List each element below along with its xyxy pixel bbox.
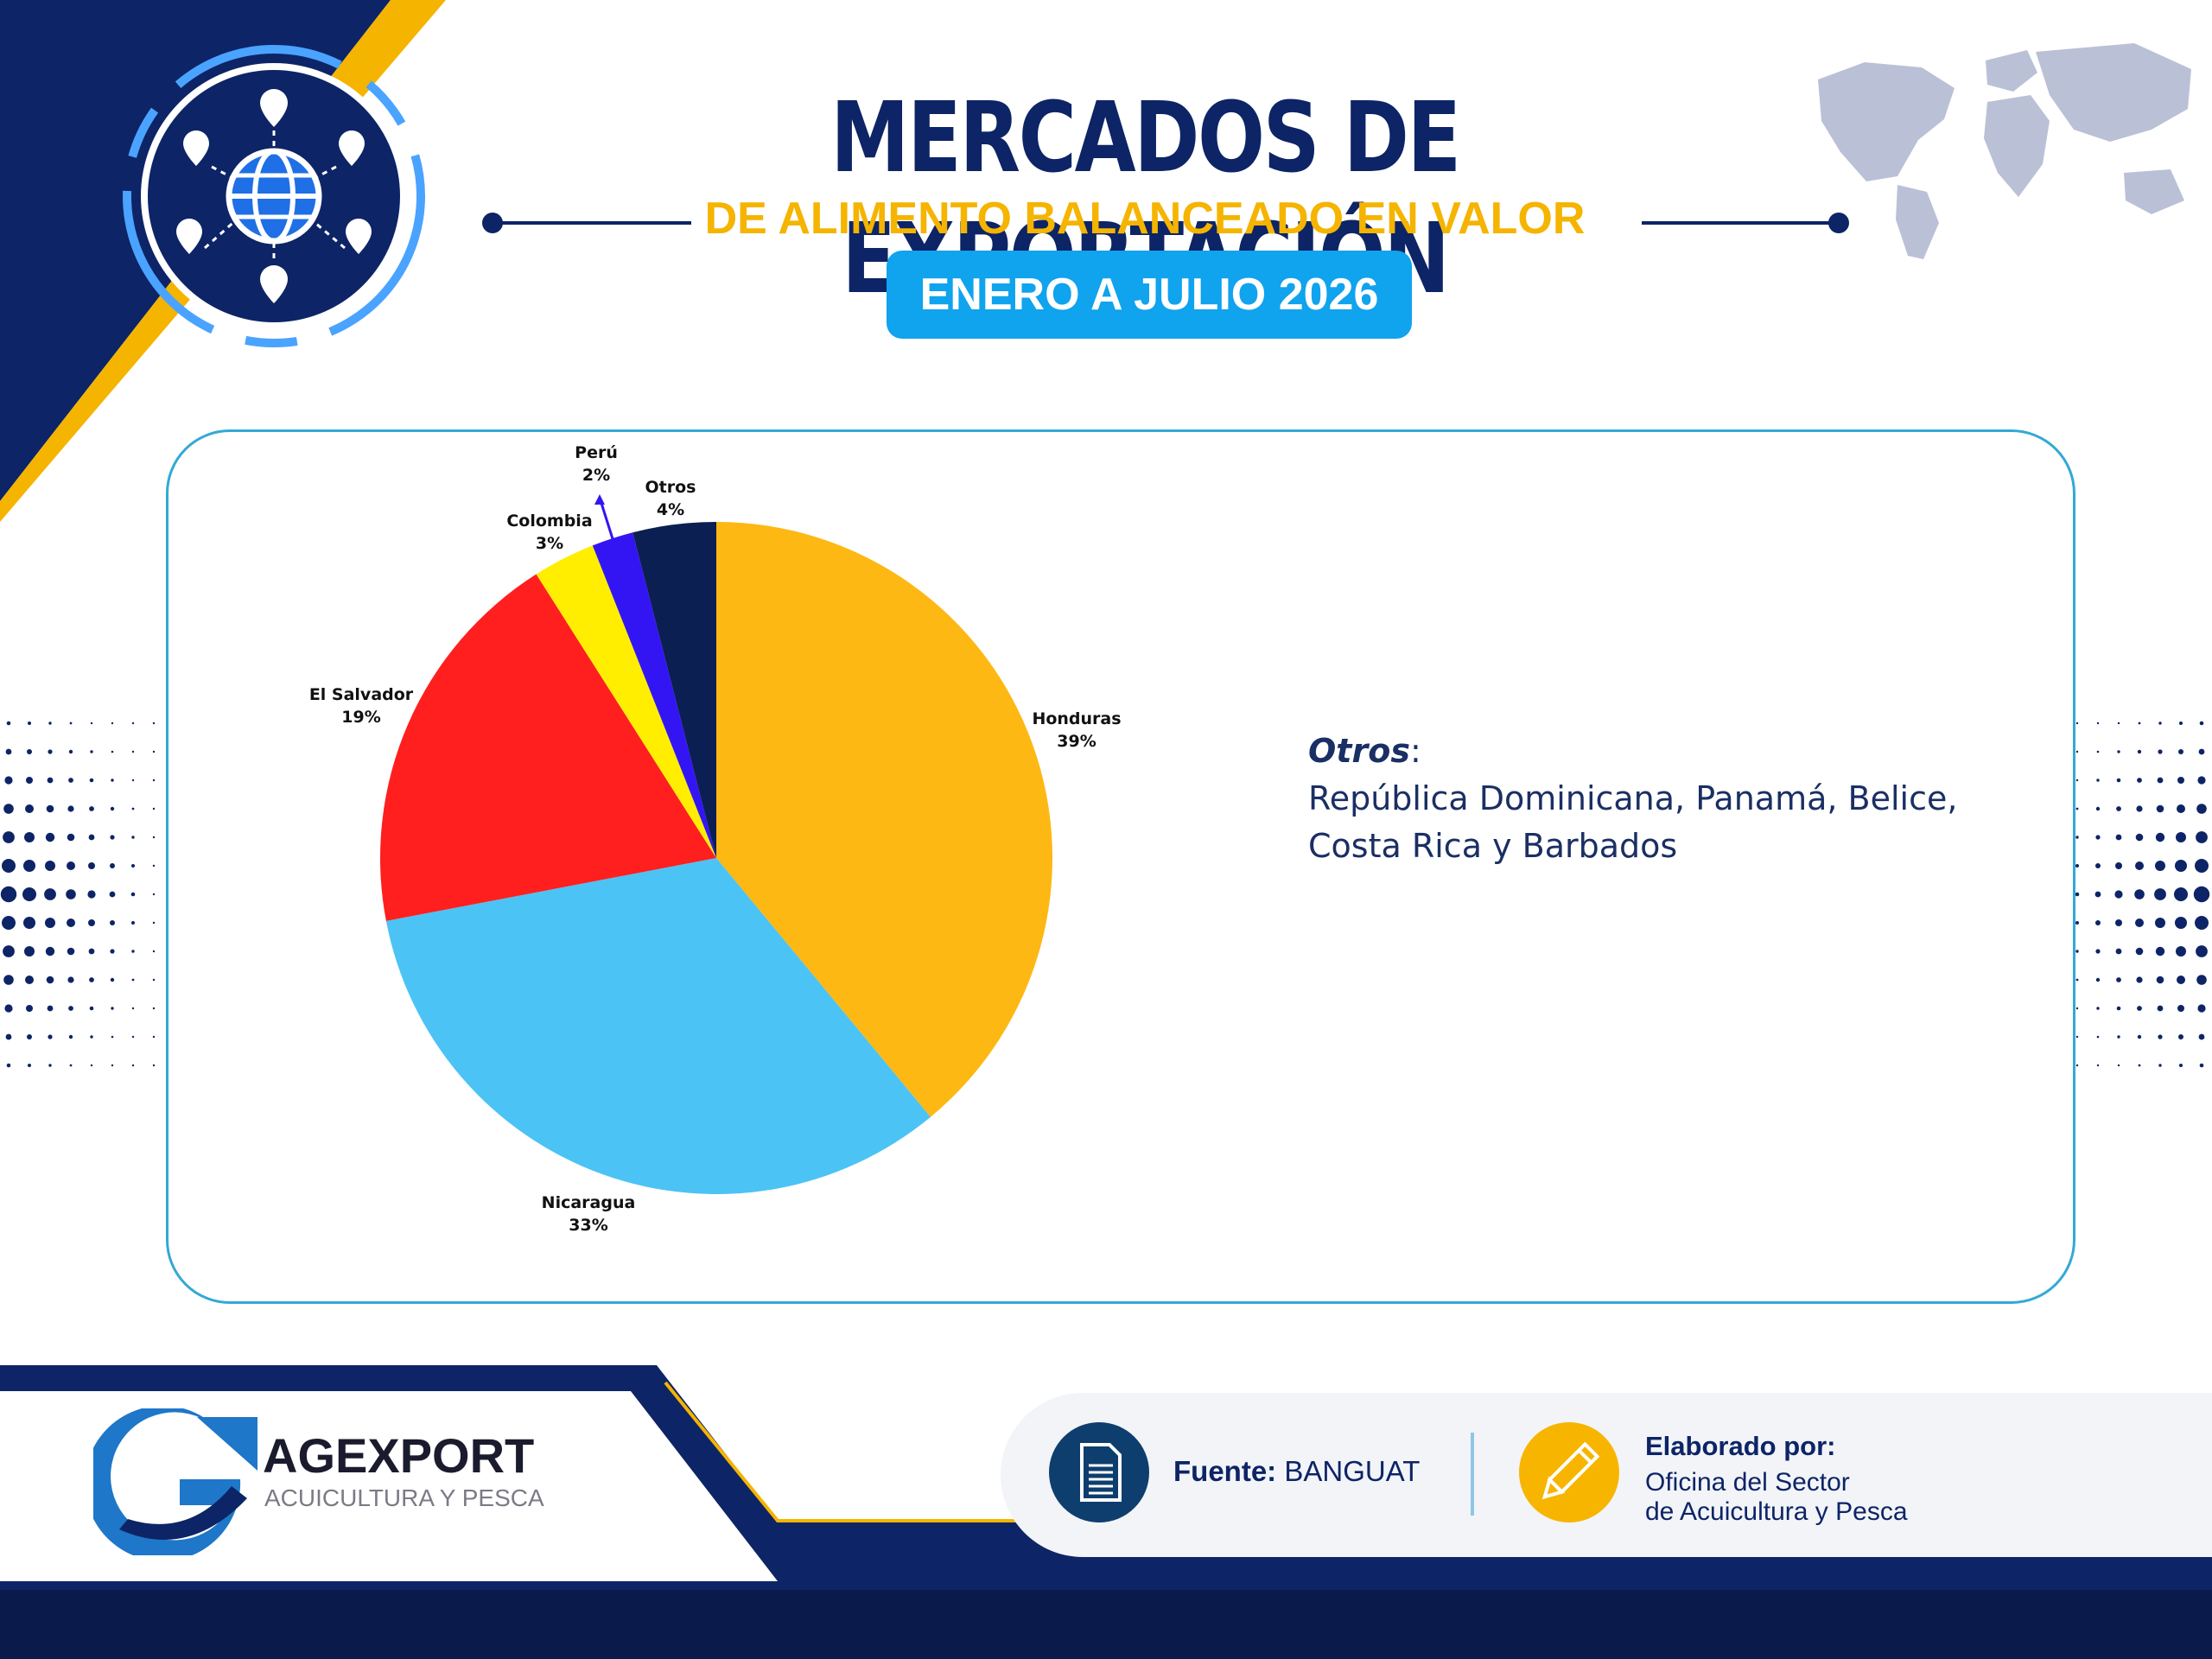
otros-note-title: Otros bbox=[1308, 732, 1410, 770]
halftone-dots-left bbox=[0, 721, 156, 1068]
slice-percent-label: 3% bbox=[536, 534, 563, 553]
source-label: Fuente: bbox=[1173, 1455, 1277, 1487]
slice-percent-label: 39% bbox=[1057, 732, 1096, 751]
author-line-2: de Acuicultura y Pesca bbox=[1645, 1497, 1908, 1526]
slice-label: Colombia bbox=[506, 512, 592, 531]
pie-slice-otros bbox=[632, 522, 716, 858]
document-icon bbox=[1049, 1422, 1149, 1522]
slice-label: Otros bbox=[645, 478, 696, 497]
world-map-icon bbox=[1818, 43, 2191, 259]
page-subtitle: DE ALIMENTO BALANCEADO EN VALOR bbox=[704, 194, 1586, 244]
slice-label: El Salvador bbox=[309, 685, 414, 704]
slice-label: Nicaragua bbox=[542, 1193, 636, 1212]
period-badge: ENERO A JULIO 2026 bbox=[887, 251, 1412, 339]
pie-slice-honduras bbox=[716, 522, 1052, 1117]
brand-subtitle: ACUICULTURA Y PESCA bbox=[264, 1484, 544, 1511]
source-text: Fuente: BANGUAT bbox=[1173, 1450, 1450, 1493]
slice-percent-label: 4% bbox=[657, 500, 684, 519]
otros-note-line-1: República Dominicana, Panamá, Belice, bbox=[1308, 779, 1958, 817]
slice-leader-arrowhead bbox=[594, 494, 605, 505]
subtitle-rule bbox=[482, 213, 1849, 233]
pie-slice-per- bbox=[592, 532, 716, 858]
brand-name: AGEXPORT bbox=[263, 1428, 535, 1483]
credits-divider bbox=[1471, 1433, 1474, 1516]
footer-band bbox=[0, 1365, 2212, 1659]
globe-location-network-icon bbox=[123, 45, 425, 347]
agexport-logo bbox=[93, 1408, 257, 1555]
halftone-dots-right bbox=[2055, 721, 2210, 1068]
otros-note-title-line: Otros: bbox=[1308, 728, 1999, 775]
slice-leader-line bbox=[598, 497, 616, 544]
pencil-icon bbox=[1519, 1422, 1619, 1522]
pie-slice-el-salvador bbox=[380, 574, 716, 921]
author-line-1: Oficina del Sector bbox=[1645, 1468, 1850, 1497]
author-label: Elaborado por: bbox=[1645, 1431, 1836, 1461]
otros-note-line-2: Costa Rica y Barbados bbox=[1308, 827, 1678, 865]
otros-note: Otros: República Dominicana, Panamá, Bel… bbox=[1308, 728, 1999, 870]
pie-slice-colombia bbox=[536, 545, 716, 858]
slice-label: Perú bbox=[575, 443, 618, 462]
slice-percent-label: 2% bbox=[582, 466, 610, 485]
slice-percent-label: 33% bbox=[569, 1216, 607, 1235]
source-value: BANGUAT bbox=[1284, 1455, 1421, 1487]
pie-slice-nicaragua bbox=[385, 858, 931, 1194]
slice-label: Honduras bbox=[1032, 709, 1121, 728]
slice-percent-label: 19% bbox=[341, 708, 380, 727]
otros-note-colon: : bbox=[1409, 732, 1421, 770]
